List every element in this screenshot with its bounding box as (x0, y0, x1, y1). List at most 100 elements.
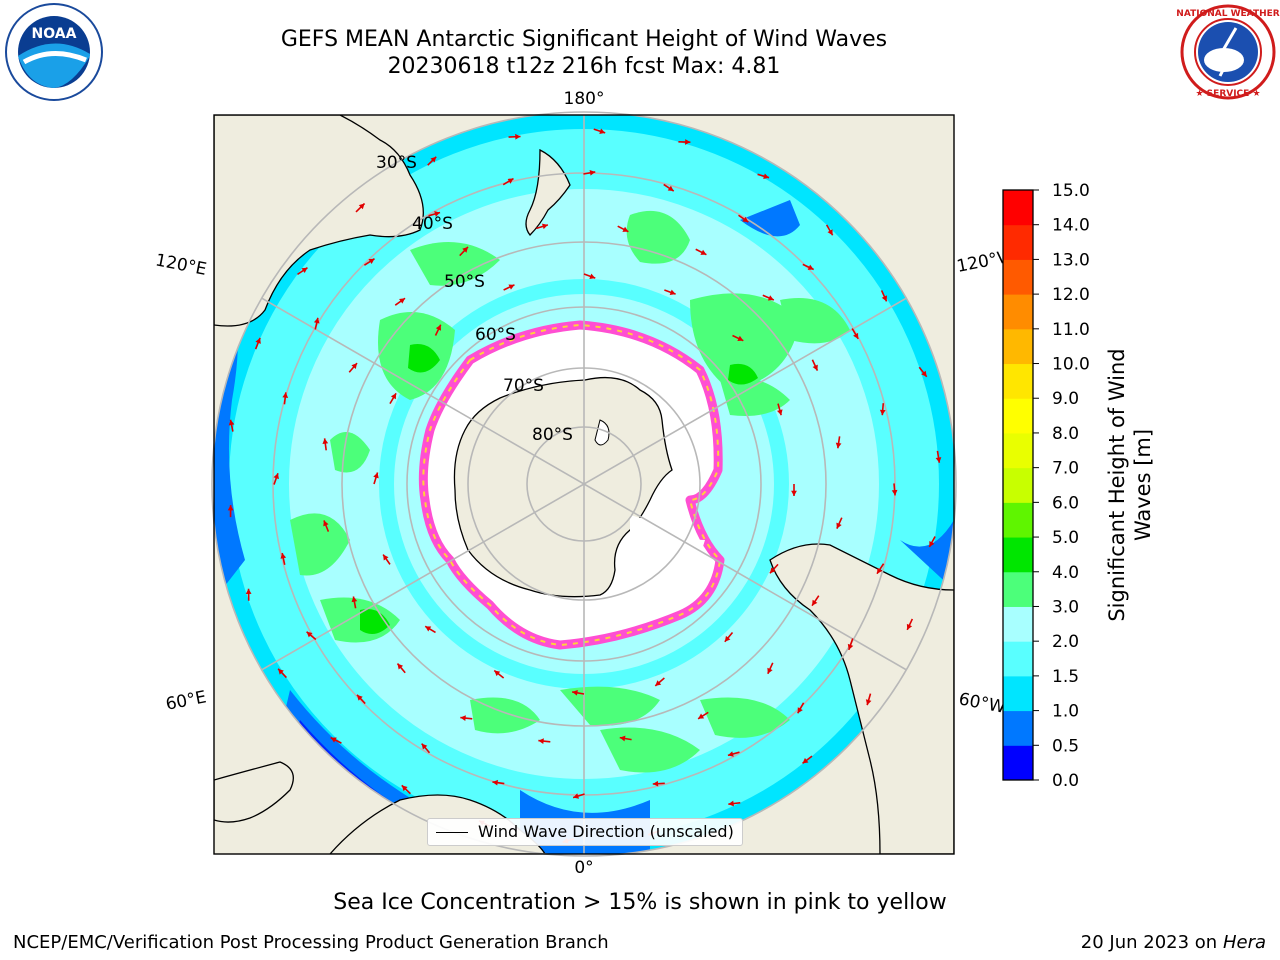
colorbar: 0.0 0.5 1.0 1.5 2.0 3.0 4.0 5.0 6.0 7.0 8.0 9.0 10.0… (1002, 181, 1090, 791)
colorbar-bin (1003, 710, 1033, 746)
colorbar-tick-label: 2.0 (1052, 632, 1079, 652)
wave-arrow-head (767, 295, 774, 301)
wave-arrow-head (280, 553, 287, 559)
colorbar-bin (1003, 606, 1033, 642)
map-legend: Wind Wave Direction (unscaled) (427, 818, 743, 846)
wave-arrow-head (812, 599, 818, 606)
colorbar-bin (1003, 190, 1033, 226)
wave-arrow-head (434, 211, 441, 217)
map-frame (213, 114, 955, 855)
wave-arrow-head (827, 229, 833, 236)
wave-arrow-head (255, 337, 261, 344)
wave-arrow-head (742, 216, 749, 223)
colorbar-bin (1003, 502, 1033, 538)
noaa-logo: NOAA (5, 3, 103, 101)
legend-line-swatch (436, 832, 468, 833)
colorbar-tick-label: 0.5 (1052, 736, 1079, 756)
wave-arrow-head (508, 284, 515, 290)
wave-arrow-head (724, 635, 731, 642)
wave-arrow-head (812, 364, 818, 371)
wave-arrow-head (599, 128, 606, 134)
wave-arrow-head (227, 505, 234, 511)
lat-label: 30°S (376, 153, 417, 173)
colorbar-tick-label: 5.0 (1052, 528, 1079, 548)
wave-arrow-head (797, 707, 803, 714)
chart-title: GEFS MEAN Antarctic Significant Height o… (280, 27, 888, 52)
lon-label-60e: 60°E (164, 687, 208, 714)
wave-arrow-head (572, 690, 578, 696)
wave-arrow-head (935, 457, 942, 463)
colorbar-bin (1003, 745, 1033, 781)
wave-arrow-head (865, 699, 872, 706)
wave-arrow-head (667, 185, 674, 192)
wave-direction-arrows (227, 128, 942, 844)
wave-arrow-head (323, 520, 329, 527)
colorbar-bin (1003, 641, 1033, 677)
wave-arrow-head (351, 596, 358, 603)
wave-arrow-head (727, 751, 734, 757)
wave-arrow-head (306, 631, 313, 638)
colorbar-bin (1003, 328, 1033, 365)
wave-arrow-head (589, 169, 596, 176)
wave-arrow-head (879, 409, 886, 416)
lon-label-120e: 120°E (154, 250, 209, 279)
wave-arrow-head (507, 178, 514, 184)
colorbar-tick-label: 3.0 (1052, 597, 1079, 617)
wave-arrow-head (891, 489, 898, 496)
lat-label: 80°S (532, 425, 573, 445)
lat-label: 70°S (503, 376, 544, 396)
lon-label-180: 180° (564, 89, 605, 109)
wave-arrow-head (351, 363, 358, 370)
wave-arrow-head (399, 298, 406, 304)
wave-arrow-head (430, 156, 437, 163)
lon-label-60w: 60°W (957, 689, 1007, 718)
colorbar-tick-label: 14.0 (1052, 216, 1090, 236)
wave-arrow-head (278, 668, 284, 675)
wave-arrow-head (777, 409, 783, 416)
madagascar (214, 761, 294, 823)
lat-label: 60°S (475, 325, 516, 345)
wave-arrow-head (228, 419, 235, 426)
wave-arrow-head (589, 273, 596, 280)
svg-text:★ SERVICE ★: ★ SERVICE ★ (1195, 89, 1260, 99)
wave-arrow-head (906, 623, 913, 630)
wave-arrow-head (313, 317, 320, 324)
wave-arrow-head (652, 780, 659, 787)
new-zealand (525, 148, 571, 236)
wave-arrow-head (245, 588, 252, 595)
lat-label: 40°S (412, 214, 453, 234)
colorbar-tick-label: 12.0 (1052, 285, 1090, 305)
colorbar-tick-label: 11.0 (1052, 320, 1090, 340)
colorbar-tick-label: 6.0 (1052, 493, 1079, 513)
lon-label-0: 0° (574, 858, 593, 878)
wave-arrow-head (301, 267, 308, 274)
sea-ice-note: Sea Ice Concentration > 15% is shown in … (333, 890, 947, 915)
colorbar-tick-label: 0.0 (1052, 771, 1079, 791)
wave-arrow-head (322, 438, 329, 445)
wave-arrow-head (929, 541, 935, 548)
wave-arrow-head (397, 663, 404, 670)
footer-date: 20 Jun 2023 on Hera (1081, 932, 1266, 953)
wave-arrow-head (492, 779, 499, 786)
antarctica (453, 376, 673, 598)
wave-arrow-head (421, 743, 428, 750)
lat-label: 50°S (444, 272, 485, 292)
footer-credit: NCEP/EMC/Verification Post Processing Pr… (13, 932, 609, 953)
colorbar-border (1002, 189, 1034, 781)
colorbar-bin (1003, 675, 1033, 712)
wave-arrow-head (357, 694, 363, 701)
wave-arrow-head (791, 490, 797, 496)
colorbar-tick-label: 15.0 (1052, 181, 1090, 201)
wave-arrow-head (847, 643, 854, 650)
colorbar-tick-label: 8.0 (1052, 424, 1079, 444)
svg-text:NATIONAL WEATHER: NATIONAL WEATHER (1176, 9, 1279, 19)
wave-arrow-head (877, 567, 883, 574)
latitude-labels: 30°S 40°S 50°S 60°S 70°S 80°S (376, 153, 573, 445)
wave-arrow-head (835, 442, 842, 449)
wave-arrow-head (538, 738, 544, 744)
wave-arrow-head (515, 133, 521, 140)
wave-arrow-head (273, 473, 279, 480)
wave-arrow-head (685, 139, 691, 145)
colorbar-bin (1003, 467, 1033, 503)
